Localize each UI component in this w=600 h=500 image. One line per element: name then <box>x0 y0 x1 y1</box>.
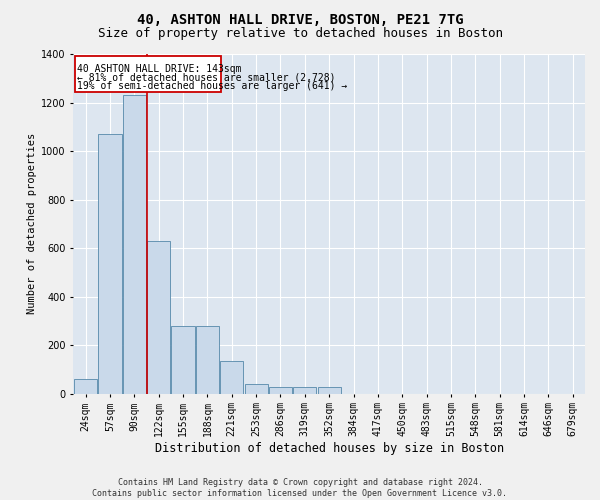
Bar <box>269 388 292 394</box>
Bar <box>317 388 341 394</box>
Text: Contains HM Land Registry data © Crown copyright and database right 2024.
Contai: Contains HM Land Registry data © Crown c… <box>92 478 508 498</box>
Bar <box>74 379 97 394</box>
Bar <box>293 388 316 394</box>
FancyBboxPatch shape <box>74 56 221 92</box>
Text: 40, ASHTON HALL DRIVE, BOSTON, PE21 7TG: 40, ASHTON HALL DRIVE, BOSTON, PE21 7TG <box>137 12 463 26</box>
Bar <box>98 134 122 394</box>
Y-axis label: Number of detached properties: Number of detached properties <box>27 133 37 314</box>
Bar <box>245 384 268 394</box>
Bar <box>220 361 244 394</box>
Text: Size of property relative to detached houses in Boston: Size of property relative to detached ho… <box>97 28 503 40</box>
Bar <box>196 326 219 394</box>
X-axis label: Distribution of detached houses by size in Boston: Distribution of detached houses by size … <box>155 442 504 455</box>
Text: 40 ASHTON HALL DRIVE: 143sqm: 40 ASHTON HALL DRIVE: 143sqm <box>77 64 242 74</box>
Text: ← 81% of detached houses are smaller (2,728): ← 81% of detached houses are smaller (2,… <box>77 72 335 82</box>
Bar <box>123 95 146 394</box>
Text: 19% of semi-detached houses are larger (641) →: 19% of semi-detached houses are larger (… <box>77 80 347 90</box>
Bar <box>147 241 170 394</box>
Bar <box>172 326 194 394</box>
